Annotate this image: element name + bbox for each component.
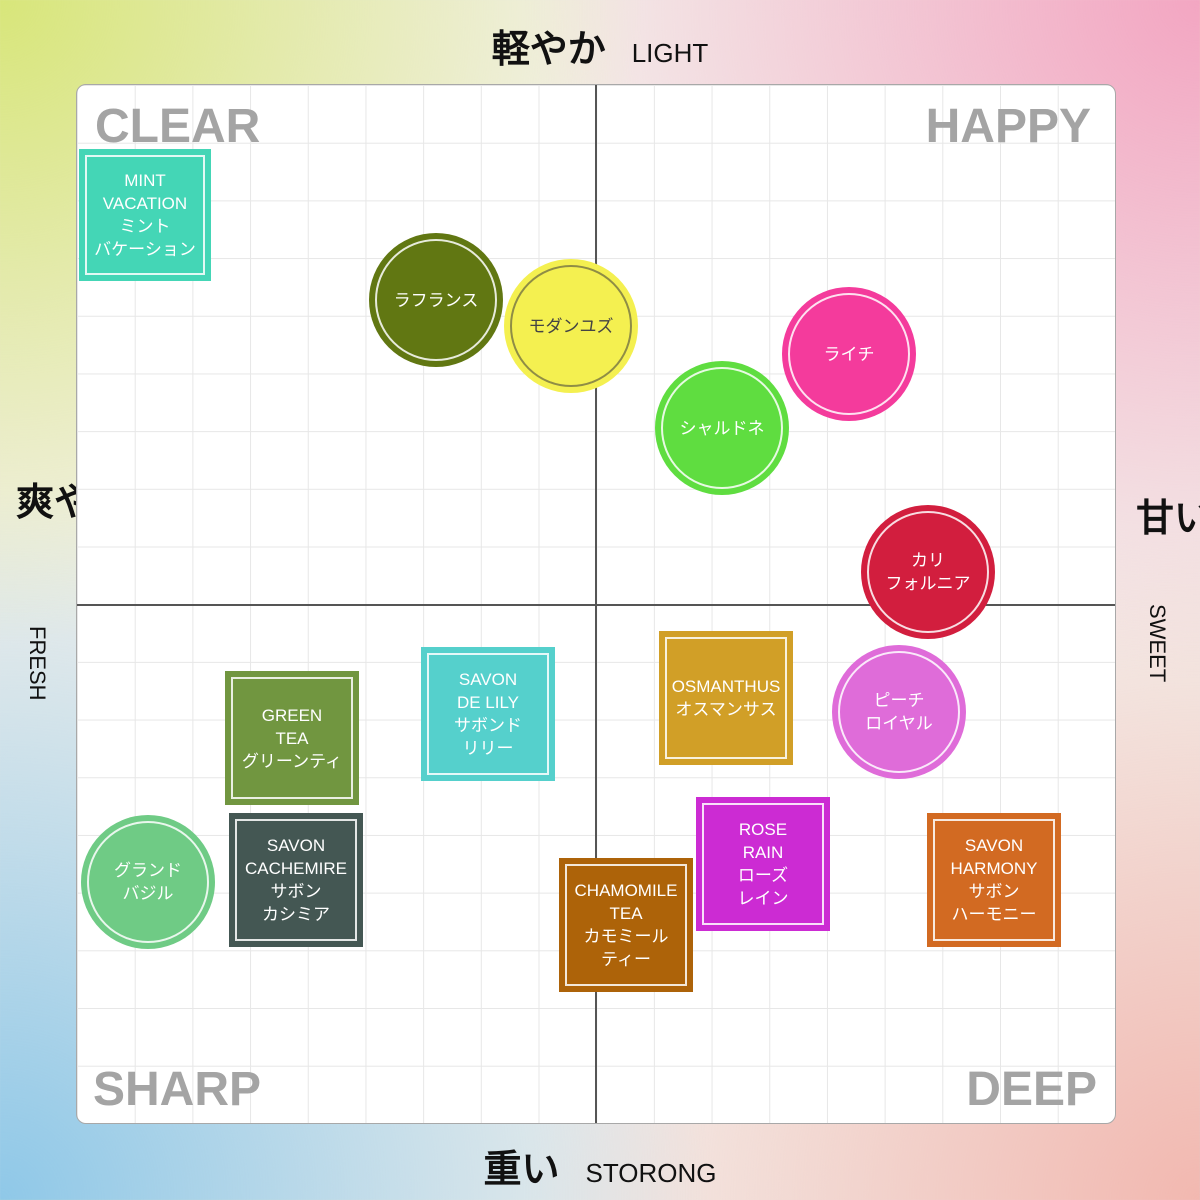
item-grand-basil[interactable]: グランド バジル [81, 815, 215, 949]
item-label: GREEN TEA グリーンティ [241, 705, 343, 771]
quadrant-label-sharp: SHARP [93, 1063, 262, 1116]
axis-label-fresh-jp: 爽やか [16, 480, 131, 524]
positioning-map: CLEAR HAPPY SHARP DEEP MINT VACATION ミント… [76, 84, 1116, 1124]
item-label: シャルドネ [679, 418, 765, 438]
item-label: MINT VACATION ミント バケーション [94, 171, 196, 259]
axis-label-light-en: LIGHT [631, 38, 709, 68]
item-savon-de-lily[interactable]: SAVON DE LILY サボンド リリー [421, 647, 555, 781]
item-modern-yuzu[interactable]: モダンユズ [504, 259, 638, 393]
item-mint-vacation[interactable]: MINT VACATION ミント バケーション [79, 149, 211, 281]
item-chardonnay[interactable]: シャルドネ [655, 361, 789, 495]
item-label: ラフランス [393, 290, 479, 310]
axis-label-sweet-jp: 甘い [1136, 496, 1200, 540]
axis-label-sweet-en: SWEET [1145, 604, 1170, 683]
item-label: グランド バジル [114, 861, 182, 903]
item-label: カリ フォルニア [885, 551, 971, 593]
axis-label-strong-en: STORONG [585, 1158, 717, 1188]
item-label: ライチ [823, 344, 875, 364]
item-savon-harmony[interactable]: SAVON HARMONY サボン ハーモニー [927, 813, 1061, 947]
item-chamomile-tea[interactable]: CHAMOMILE TEA カモミール ティー [559, 858, 693, 992]
axis-label-sweet: 甘い SWEET [1136, 496, 1200, 682]
item-label: モダンユズ [528, 316, 614, 336]
horizontal-axis-line [77, 604, 1115, 606]
item-label: SAVON HARMONY サボン ハーモニー [950, 836, 1038, 924]
axis-label-strong-jp: 重い [483, 1147, 560, 1191]
axis-label-fresh-en: FRESH [25, 626, 50, 701]
axis-label-strong: 重い STORONG [0, 1138, 1200, 1193]
item-rose-rain[interactable]: ROSE RAIN ローズ レイン [696, 797, 830, 931]
axis-label-fresh: 爽やか FRESH [16, 480, 131, 701]
item-label: ROSE RAIN ローズ レイン [737, 820, 789, 908]
item-savon-cachemire[interactable]: SAVON CACHEMIRE サボン カシミア [229, 813, 363, 947]
item-label: SAVON DE LILY サボンド リリー [454, 670, 522, 758]
quadrant-label-happy: HAPPY [925, 100, 1091, 153]
item-la-france[interactable]: ラフランス [369, 233, 503, 367]
item-california[interactable]: カリ フォルニア [861, 505, 995, 639]
item-peach-royal[interactable]: ピーチ ロイヤル [832, 645, 966, 779]
axis-label-light-jp: 軽やか [491, 27, 606, 71]
item-lychee[interactable]: ライチ [782, 287, 916, 421]
item-label: ピーチ ロイヤル [865, 691, 933, 733]
item-label: SAVON CACHEMIRE サボン カシミア [244, 836, 347, 924]
item-label: OSMANTHUS オスマンサス [671, 677, 781, 719]
quadrant-label-clear: CLEAR [95, 100, 261, 153]
item-label: CHAMOMILE TEA カモミール ティー [574, 881, 678, 969]
axis-label-light: 軽やか LIGHT [0, 18, 1200, 73]
item-osmanthus[interactable]: OSMANTHUS オスマンサス [659, 631, 793, 765]
quadrant-label-deep: DEEP [966, 1063, 1097, 1116]
item-green-tea[interactable]: GREEN TEA グリーンティ [225, 671, 359, 805]
